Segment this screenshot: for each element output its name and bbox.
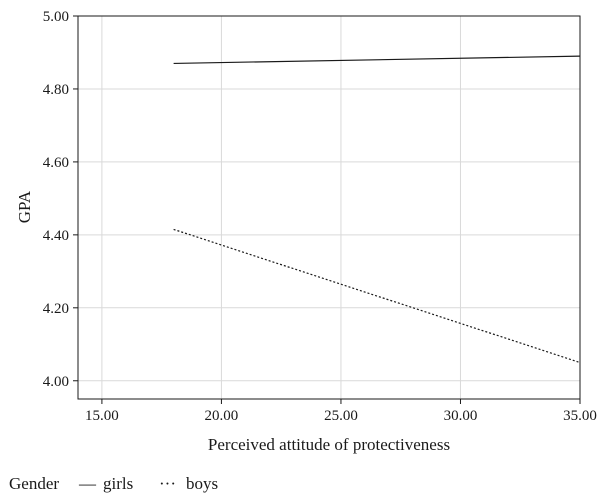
y-tick-label: 4.80	[43, 82, 69, 98]
y-tick-label: 4.00	[43, 374, 69, 390]
legend-girls-marker: —	[78, 474, 97, 493]
series-line-girls	[173, 55, 581, 65]
y-axis-title: GPA	[15, 190, 34, 223]
y-axis-ticks: 4.00 4.20 4.40 4.60 4.80 5.00	[43, 9, 78, 390]
x-axis-ticks: 15.00 20.00 25.00 30.00 35.00	[85, 399, 597, 424]
legend-girls-label: girls	[103, 474, 133, 493]
legend-boys-marker: ···	[159, 474, 176, 493]
legend: Gender — girls ··· boys	[9, 474, 218, 493]
x-tick-label: 15.00	[85, 408, 119, 424]
y-tick-label: 5.00	[43, 9, 69, 25]
y-tick-label: 4.60	[43, 155, 69, 171]
grid	[78, 16, 580, 399]
x-tick-label: 25.00	[324, 408, 358, 424]
legend-boys-label: boys	[186, 474, 218, 493]
y-tick-label: 4.40	[43, 228, 69, 244]
x-tick-label: 35.00	[563, 408, 597, 424]
series-line-boys	[173, 228, 581, 364]
x-tick-label: 20.00	[205, 408, 239, 424]
series-layer	[173, 55, 581, 364]
legend-title: Gender	[9, 474, 59, 493]
y-tick-label: 4.20	[43, 301, 69, 317]
plot-frame	[77, 15, 581, 400]
x-tick-label: 30.00	[444, 408, 478, 424]
x-axis-title: Perceived attitude of protectiveness	[208, 435, 450, 454]
